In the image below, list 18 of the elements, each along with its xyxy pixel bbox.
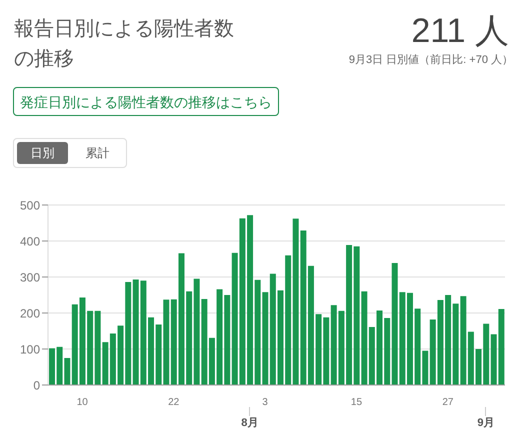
toggle-switch: 日別 累計 <box>13 138 127 168</box>
y-tick-label: 200 <box>20 306 40 320</box>
text: 9月 <box>476 416 496 430</box>
link-button: 発症日別による陽性者数の推移はこちら <box>13 87 279 116</box>
x-tick-label: 15 <box>350 397 362 408</box>
text: 8月 <box>240 416 260 430</box>
y-tick-label: 100 <box>20 342 40 356</box>
x-tick-label: 22 <box>168 397 180 408</box>
chart-title: 報告日別による陽性者数の推移 <box>14 17 235 72</box>
text: 211 人 <box>411 11 509 52</box>
x-tick-label: 10 <box>76 397 88 408</box>
y-tick-label: 0 <box>33 378 40 392</box>
y-tick-label: 500 <box>20 198 40 212</box>
x-tick-label: 27 <box>442 397 454 408</box>
text: 9月3日 日別値（前日比: +70 人） <box>348 53 513 67</box>
x-tick-label: 3 <box>262 397 268 408</box>
y-tick-label: 400 <box>20 234 40 248</box>
y-tick-label: 300 <box>20 270 40 284</box>
